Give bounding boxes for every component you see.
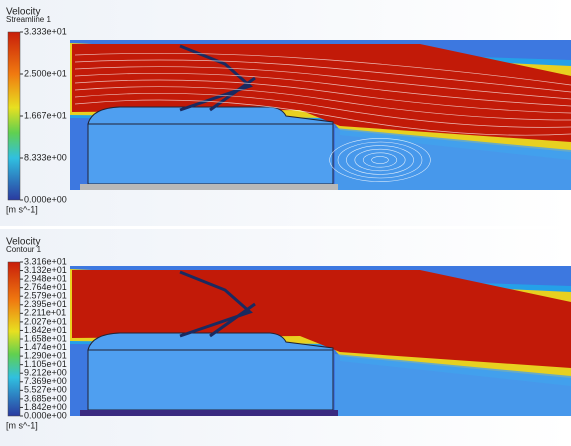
color-bar	[8, 262, 20, 416]
tick-label: 0.000e+00	[24, 410, 67, 420]
ground	[80, 184, 338, 190]
building	[88, 124, 333, 184]
color-bar	[8, 32, 20, 200]
tick-label: 8.333e+00	[24, 152, 67, 162]
building	[88, 350, 333, 410]
screenshot: VelocityStreamline 13.333e+012.500e+011.…	[0, 0, 571, 446]
tick-label: 2.500e+01	[24, 68, 67, 78]
tick-label: 0.000e+00	[24, 194, 67, 204]
streamline-view	[70, 40, 571, 190]
ground	[80, 410, 338, 416]
legend-subtitle: Contour 1	[6, 245, 42, 254]
tick-label: 3.333e+01	[24, 26, 67, 36]
contour-view	[70, 266, 571, 416]
legend-unit: [m s^-1]	[6, 420, 38, 430]
legend-subtitle: Streamline 1	[6, 15, 51, 24]
legend-unit: [m s^-1]	[6, 204, 38, 214]
tick-label: 1.667e+01	[24, 110, 67, 120]
